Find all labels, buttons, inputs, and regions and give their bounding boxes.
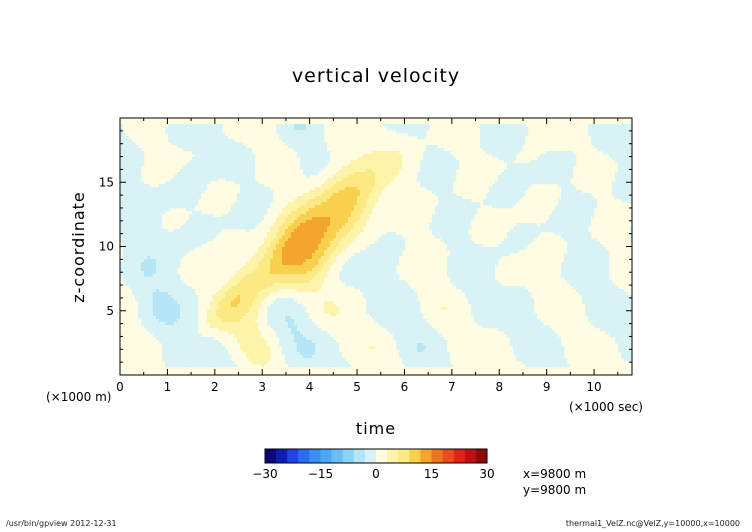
x-tick-label: 8 — [495, 380, 503, 394]
colorbar-swatch — [353, 449, 366, 463]
x-tick-label: 7 — [448, 380, 456, 394]
colorbar-swatch — [442, 449, 454, 463]
colorbar-tick-label: −30 — [252, 467, 277, 481]
footer-right: thermal1_VelZ.nc@VelZ,y=10000,x=10000 — [565, 519, 740, 528]
colorbar-swatch — [398, 449, 410, 463]
x-axis-label: time — [356, 419, 396, 438]
colorbar — [264, 448, 488, 464]
colorbar-tick-label: 0 — [372, 467, 380, 481]
x-axis-unit: (×1000 sec) — [569, 400, 643, 414]
x-tick-label: 9 — [543, 380, 551, 394]
y-tick-label: 10 — [99, 240, 114, 254]
colorbar-swatch — [298, 449, 310, 463]
x-axis: 0 1 2 3 4 5 6 7 8 9 10 — [116, 118, 619, 394]
x-tick-label: 3 — [258, 380, 266, 394]
y-tick-label: 15 — [99, 175, 114, 189]
colorbar-swatch — [387, 449, 399, 463]
velocity-field — [120, 124, 632, 368]
x-tick-label: 5 — [353, 380, 361, 394]
colorbar-tick-label: 30 — [479, 467, 494, 481]
colorbar-swatch — [453, 449, 466, 463]
x-tick-label: 10 — [586, 380, 601, 394]
x-tick-label: 2 — [211, 380, 219, 394]
colorbar-swatch — [276, 449, 288, 463]
y-axis-label: z-coordinate — [69, 191, 88, 303]
colorbar-tick-label: 15 — [424, 467, 439, 481]
colorbar-swatch — [431, 449, 443, 463]
y-tick-label: 5 — [106, 304, 114, 318]
colorbar-swatch — [409, 449, 421, 463]
footer-left: /usr/bin/gpview 2012-12-31 — [6, 519, 117, 528]
colorbar-swatch — [376, 449, 388, 463]
colorbar-swatch — [342, 449, 355, 463]
colorbar-swatch — [320, 449, 332, 463]
y-axis-unit: (×1000 m) — [46, 390, 111, 404]
annotation-x: x=9800 m — [523, 467, 586, 481]
colorbar-swatch — [309, 449, 321, 463]
chart-title: vertical velocity — [292, 65, 460, 87]
colorbar-tick-label: −15 — [308, 467, 333, 481]
colorbar-frame — [264, 448, 488, 464]
colorbar-swatch — [464, 449, 477, 463]
colorbar-swatch — [364, 449, 377, 463]
colorbar-swatch — [475, 449, 488, 463]
colorbar-swatch — [265, 449, 277, 463]
x-tick-label: 0 — [116, 380, 124, 394]
plot-area — [120, 118, 632, 375]
colorbar-swatch — [287, 449, 299, 463]
x-tick-label: 1 — [164, 380, 172, 394]
colorbar-swatch — [331, 449, 343, 463]
x-tick-label: 4 — [306, 380, 314, 394]
x-tick-label: 6 — [401, 380, 409, 394]
colorbar-ticks: −30 −15 0 15 30 — [252, 467, 494, 481]
colorbar-swatch — [420, 449, 432, 463]
annotation-y: y=9800 m — [523, 483, 586, 497]
y-axis: 5 10 15 — [99, 130, 632, 363]
